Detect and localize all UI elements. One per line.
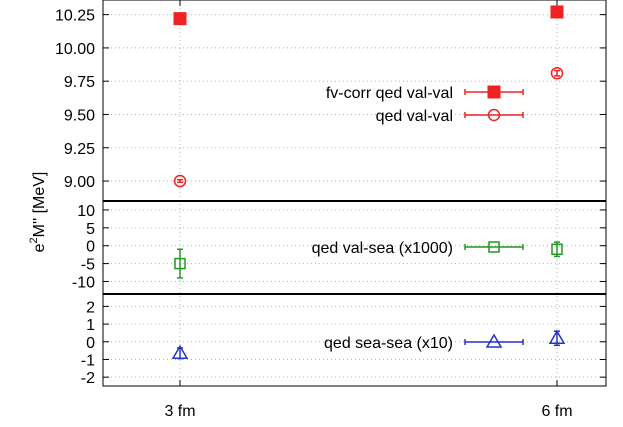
legend-label: qed sea-sea (x10) (324, 335, 453, 352)
plot-frame (102, 0, 607, 387)
y-tick-label: 9.25 (64, 141, 95, 158)
data-point (550, 66, 564, 80)
legend-marker (487, 108, 501, 122)
y-tick-label: 1 (86, 317, 95, 334)
legend-label: fv-corr qed val-val (326, 85, 453, 102)
data-point (548, 329, 566, 344)
panel-data (171, 329, 566, 360)
y-tick-label: 9.50 (64, 107, 95, 124)
y-tick-label: 10.00 (55, 41, 95, 58)
x-tick-label: 3 fm (164, 403, 195, 420)
y-tick-label: 9.00 (64, 174, 95, 191)
legend-marker (485, 333, 503, 348)
y-tick-label: 10 (77, 203, 95, 220)
y-tick-label: 9.75 (64, 74, 95, 91)
data-point (171, 344, 189, 360)
y-tick-label: 0 (86, 335, 95, 352)
panel-data (174, 241, 563, 279)
data-point (173, 12, 187, 26)
y-tick-label: 0 (86, 239, 95, 256)
data-point (173, 174, 187, 188)
legend-marker (487, 85, 501, 99)
data-point (550, 5, 564, 19)
y-tick-label: -5 (81, 257, 95, 274)
legend-marker (488, 241, 500, 253)
y-tick-label: -10 (72, 274, 95, 291)
x-tick-label: 6 fm (541, 403, 572, 420)
y-tick-label: -1 (81, 352, 95, 369)
panel-data (173, 5, 564, 188)
y-axis-label: e2M'' [MeV] (28, 172, 48, 253)
legend-label: qed val-sea (x1000) (312, 240, 453, 257)
panel-1: 9.00 9.25 9.50 9.75 10.00 10.25 fv-corr qed va… (55, 5, 606, 191)
y-tick-label: 2 (86, 299, 95, 316)
y-tick-label: 5 (86, 221, 95, 238)
plot-area: 3 fm 6 fm 9.00 9.25 9.50 9.75 10.00 10.25 fv-cor… (55, 0, 607, 420)
legend-label: qed val-val (376, 108, 453, 125)
data-point (174, 257, 186, 270)
data-point (551, 243, 563, 256)
y-tick-label: 10.25 (55, 8, 95, 25)
y-tick-label: -2 (81, 370, 95, 387)
